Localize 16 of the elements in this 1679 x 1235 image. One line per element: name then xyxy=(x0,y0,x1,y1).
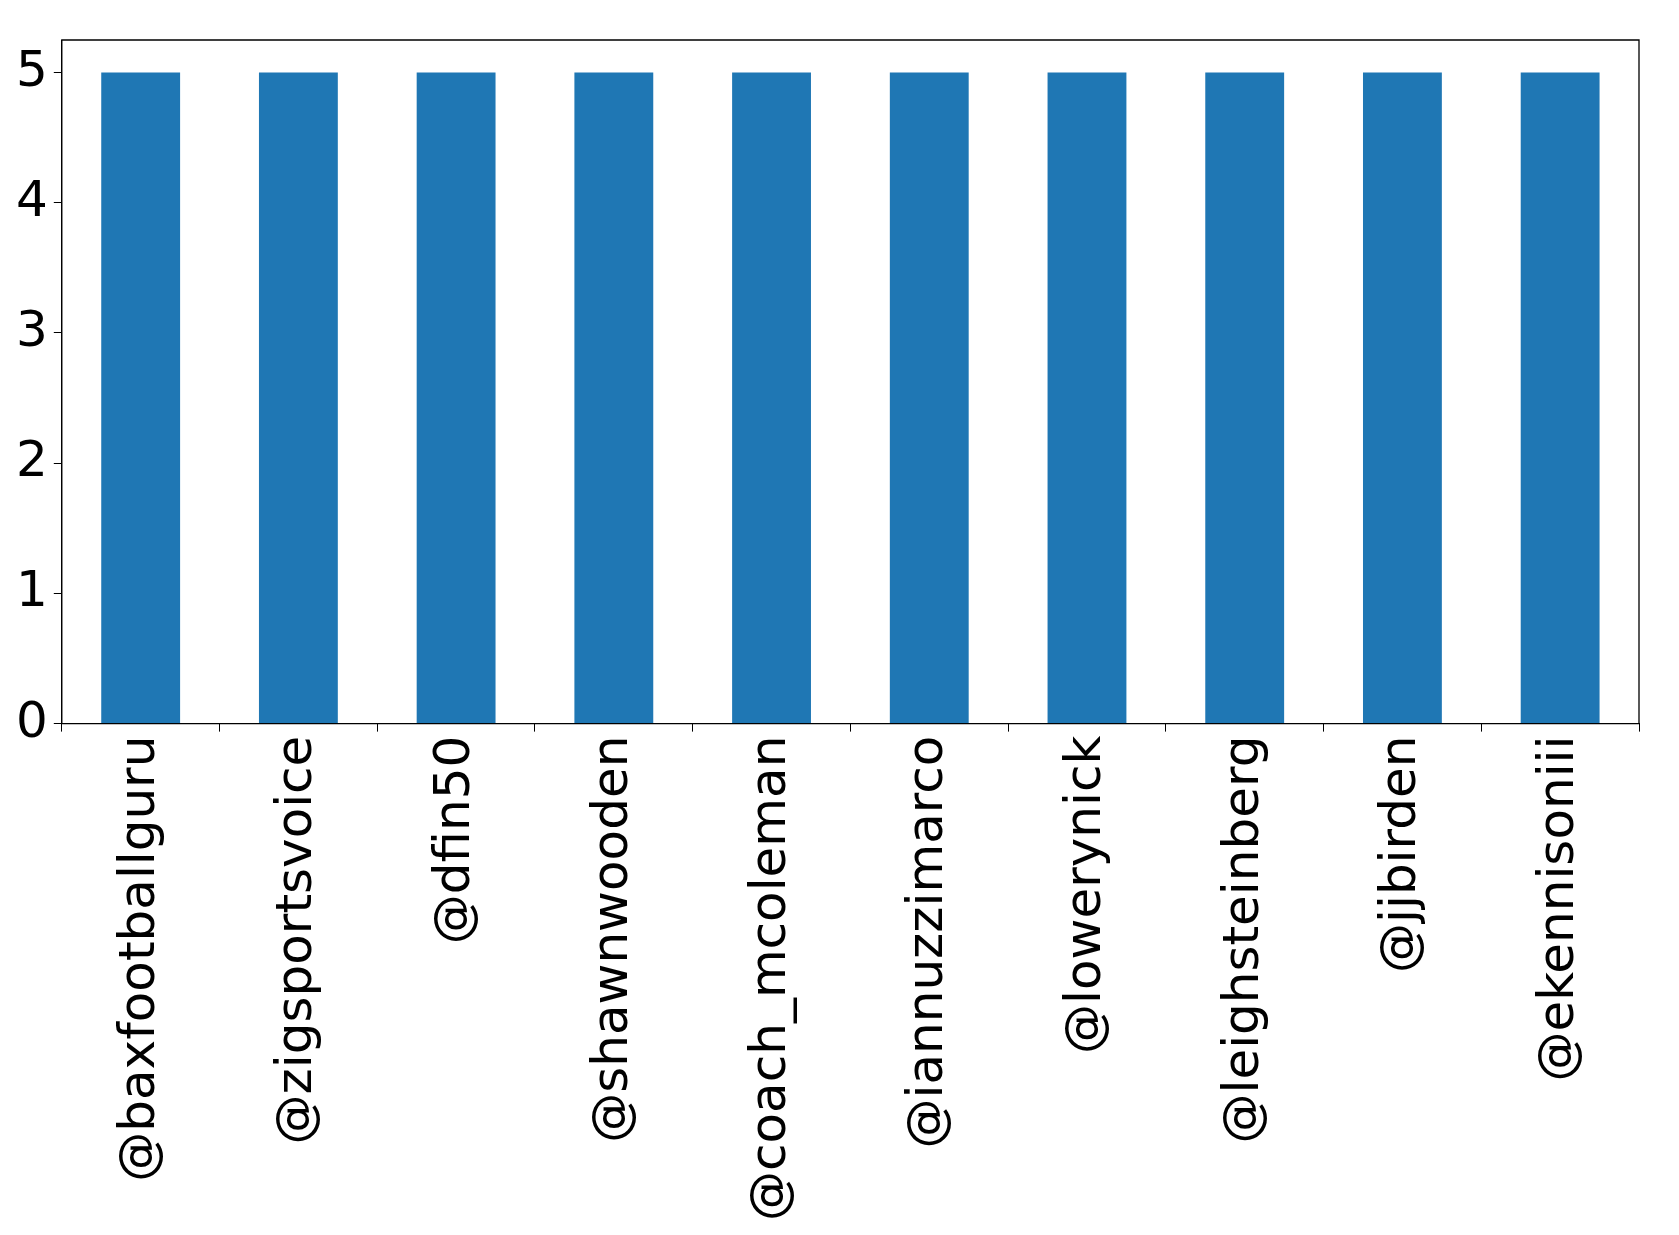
x-tick-label: @coach_mcoleman xyxy=(738,735,797,1222)
x-tick-label: @jjbirden xyxy=(1369,735,1428,973)
y-tick-label: 2 xyxy=(16,430,48,489)
y-tick-label: 1 xyxy=(16,560,48,619)
y-tick-label: 3 xyxy=(16,299,48,358)
x-tick-label: @ekennisoniii xyxy=(1527,735,1586,1082)
x-tick-label: @lowerynick xyxy=(1053,735,1112,1054)
x-tick-label: @iannuzzimarco xyxy=(896,735,955,1149)
y-tick-label: 5 xyxy=(16,39,48,98)
x-tick-label: @leighsteinberg xyxy=(1211,735,1270,1144)
y-tick-label: 0 xyxy=(16,690,48,749)
y-tick-label: 4 xyxy=(16,169,48,228)
x-tick-label: @baxfootballguru xyxy=(107,735,166,1182)
x-tick-label: @zigsportsvoice xyxy=(265,735,324,1145)
x-tick-label: @shawnwooden xyxy=(580,735,639,1143)
x-tick-label: @dfin50 xyxy=(423,735,482,945)
